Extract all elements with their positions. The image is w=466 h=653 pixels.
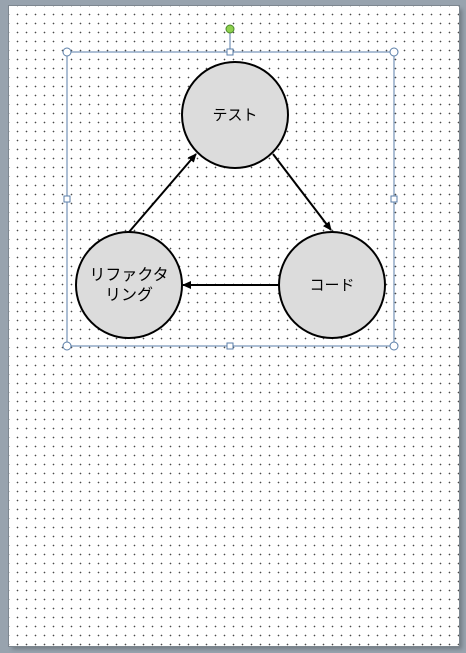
resize-handle-right[interactable] bbox=[390, 195, 398, 203]
resize-handle-top[interactable] bbox=[226, 48, 234, 56]
resize-handle-bottom-right[interactable] bbox=[389, 341, 399, 351]
resize-handle-top-left[interactable] bbox=[62, 47, 72, 57]
drawing-page[interactable]: テスト コード リファクタ リング bbox=[9, 6, 459, 646]
node-refactoring[interactable] bbox=[75, 231, 183, 339]
node-test[interactable] bbox=[181, 61, 289, 169]
node-refactoring-label-line2: リング bbox=[104, 285, 153, 304]
node-code[interactable] bbox=[278, 231, 386, 339]
rotate-handle[interactable] bbox=[225, 24, 235, 34]
arrow-test-to-code[interactable] bbox=[272, 153, 332, 231]
resize-handle-bottom[interactable] bbox=[226, 342, 234, 350]
resize-handle-left[interactable] bbox=[63, 195, 71, 203]
resize-handle-bottom-left[interactable] bbox=[62, 341, 72, 351]
node-code-label: コード bbox=[309, 276, 355, 294]
node-refactoring-label: リファクタ リング bbox=[79, 264, 179, 306]
node-test-label: テスト bbox=[212, 106, 258, 124]
resize-handle-top-right[interactable] bbox=[389, 47, 399, 57]
cycle-diagram[interactable] bbox=[9, 6, 459, 646]
arrow-refactoring-to-test[interactable] bbox=[128, 153, 197, 233]
node-refactoring-label-line1: リファクタ bbox=[89, 265, 169, 284]
